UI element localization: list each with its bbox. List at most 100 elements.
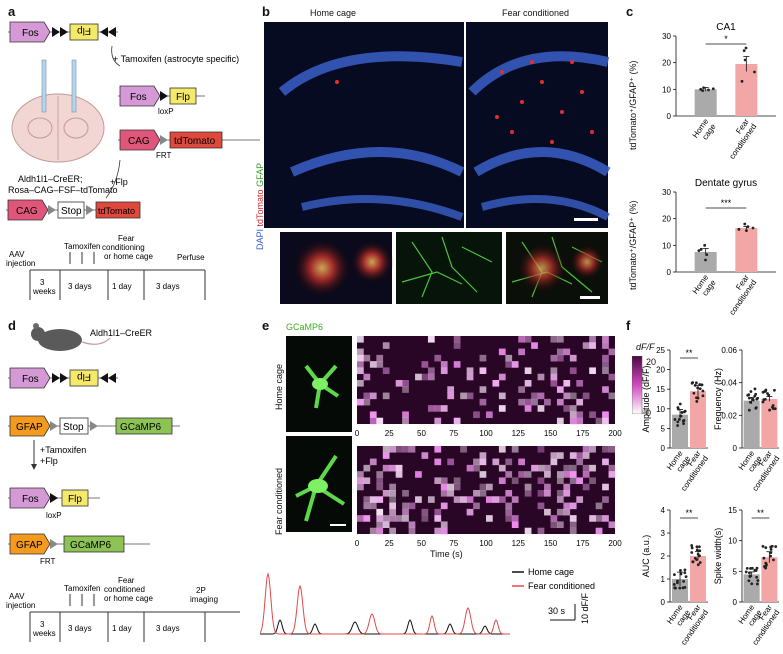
x-tick-label: Fearconditioned xyxy=(720,117,758,161)
heatmap-cell xyxy=(563,405,571,412)
heatmap-cell xyxy=(550,336,558,343)
heatmap-cell xyxy=(389,502,396,510)
data-point xyxy=(743,222,747,226)
tamoxifen-text: + Tamoxifen (astrocyte specific) xyxy=(113,54,239,64)
heatmap-cell xyxy=(563,392,571,400)
data-point xyxy=(678,418,681,421)
heatmap-cell xyxy=(376,496,384,503)
data-point xyxy=(682,422,685,426)
y-tick-label: 4 xyxy=(661,506,666,515)
heatmap-cell xyxy=(511,446,519,453)
x-tick-label: 25 xyxy=(385,539,394,548)
data-point xyxy=(684,575,688,579)
heatmap-cell xyxy=(595,417,603,425)
heatmap-cell xyxy=(479,471,487,478)
heatmap-cell xyxy=(466,392,474,400)
heatmap-cell xyxy=(369,361,377,368)
heatmap-cell xyxy=(498,446,506,453)
heatmap-cell xyxy=(357,354,364,362)
heatmap-cell xyxy=(505,508,513,516)
heatmap-cell xyxy=(434,477,442,485)
heatmap-cell xyxy=(363,502,371,510)
heatmap-cell xyxy=(363,398,371,406)
data-point xyxy=(744,46,748,50)
heatmap-cell xyxy=(524,336,532,343)
svg-text:conditioning: conditioning xyxy=(102,243,145,252)
heatmap-cell xyxy=(376,477,384,485)
heatmap-cell xyxy=(569,502,577,510)
data-point xyxy=(700,383,704,387)
svg-text:3 days: 3 days xyxy=(68,624,92,633)
heatmap-cell xyxy=(544,483,551,491)
heatmap-cell xyxy=(376,417,384,425)
heatmap-cell xyxy=(395,380,403,387)
data-point xyxy=(682,579,686,583)
heatmap-cell xyxy=(402,446,409,453)
data-point xyxy=(690,546,694,550)
heatmap-cell xyxy=(395,471,403,478)
b-home-label: Home cage xyxy=(310,8,357,18)
data-point xyxy=(673,418,677,421)
svg-text:Perfuse: Perfuse xyxy=(177,253,205,262)
y-tick-label: 3 xyxy=(661,529,666,538)
svg-text:Fos: Fos xyxy=(22,374,39,385)
heatmap-cell xyxy=(363,464,371,472)
data-point xyxy=(754,392,758,396)
heatmap-cell xyxy=(498,348,506,356)
e-colorbar xyxy=(632,356,643,414)
heatmap-cell xyxy=(537,527,545,535)
svg-text:injection: injection xyxy=(6,601,35,610)
heatmap-cell xyxy=(550,373,558,381)
heatmap-cell xyxy=(589,515,596,522)
heatmap-cell xyxy=(556,452,564,459)
heatmap-cell xyxy=(518,398,525,406)
heatmap-cell xyxy=(447,392,455,400)
flp-gene-icon xyxy=(69,23,99,41)
heatmap-cell xyxy=(440,477,448,485)
chart-title: CA1 xyxy=(716,22,736,33)
heatmap-cell xyxy=(434,417,442,425)
svg-text:GFAP: GFAP xyxy=(16,540,43,551)
heatmap-cell xyxy=(363,496,371,503)
x-tick-label: 125 xyxy=(512,539,526,548)
heatmap-cell xyxy=(376,508,384,516)
heatmap-cell xyxy=(363,515,371,522)
y-tick-label: 0 xyxy=(733,444,738,453)
y-axis-label: Amplitude (dF/F) xyxy=(641,365,651,432)
data-point xyxy=(698,561,702,564)
heatmap-cell xyxy=(369,417,377,425)
heatmap-cell xyxy=(556,496,564,503)
x-tick-label: 150 xyxy=(544,429,558,438)
sig-marker: * xyxy=(724,34,728,44)
heatmap-cell xyxy=(569,367,577,375)
heatmap-cell xyxy=(421,361,429,368)
heatmap-cell xyxy=(524,398,532,406)
data-point xyxy=(770,544,774,548)
heatmap-cell xyxy=(408,521,416,529)
data-point xyxy=(676,581,679,585)
heatmap-cell xyxy=(440,527,448,535)
heatmap-cell xyxy=(479,398,487,406)
data-point xyxy=(693,384,697,387)
y-tick-label: 0 xyxy=(733,598,738,607)
data-point xyxy=(764,566,768,570)
data-point xyxy=(701,89,705,93)
heatmap-cell xyxy=(602,361,609,368)
data-point xyxy=(705,253,709,257)
svg-text:Fos: Fos xyxy=(130,92,147,103)
heatmap-cell xyxy=(505,515,513,522)
heatmap-cell xyxy=(434,354,442,362)
heatmap-cell xyxy=(421,452,429,459)
bar xyxy=(735,64,758,116)
x-tick-label: 0 xyxy=(355,429,360,438)
heatmap-cell xyxy=(376,527,384,535)
heatmap-cell xyxy=(505,471,513,478)
svg-text:Stop: Stop xyxy=(63,422,84,433)
heatmap-cell xyxy=(608,373,616,381)
heatmap-cell xyxy=(556,386,564,393)
heatmap-cell xyxy=(376,354,384,362)
heatmap-cell xyxy=(498,477,506,485)
data-point xyxy=(747,408,751,412)
heatmap-cell xyxy=(518,348,525,356)
f-frequency-chart: 00.020.040.06HomecageFearconditionedFreq… xyxy=(713,346,781,493)
